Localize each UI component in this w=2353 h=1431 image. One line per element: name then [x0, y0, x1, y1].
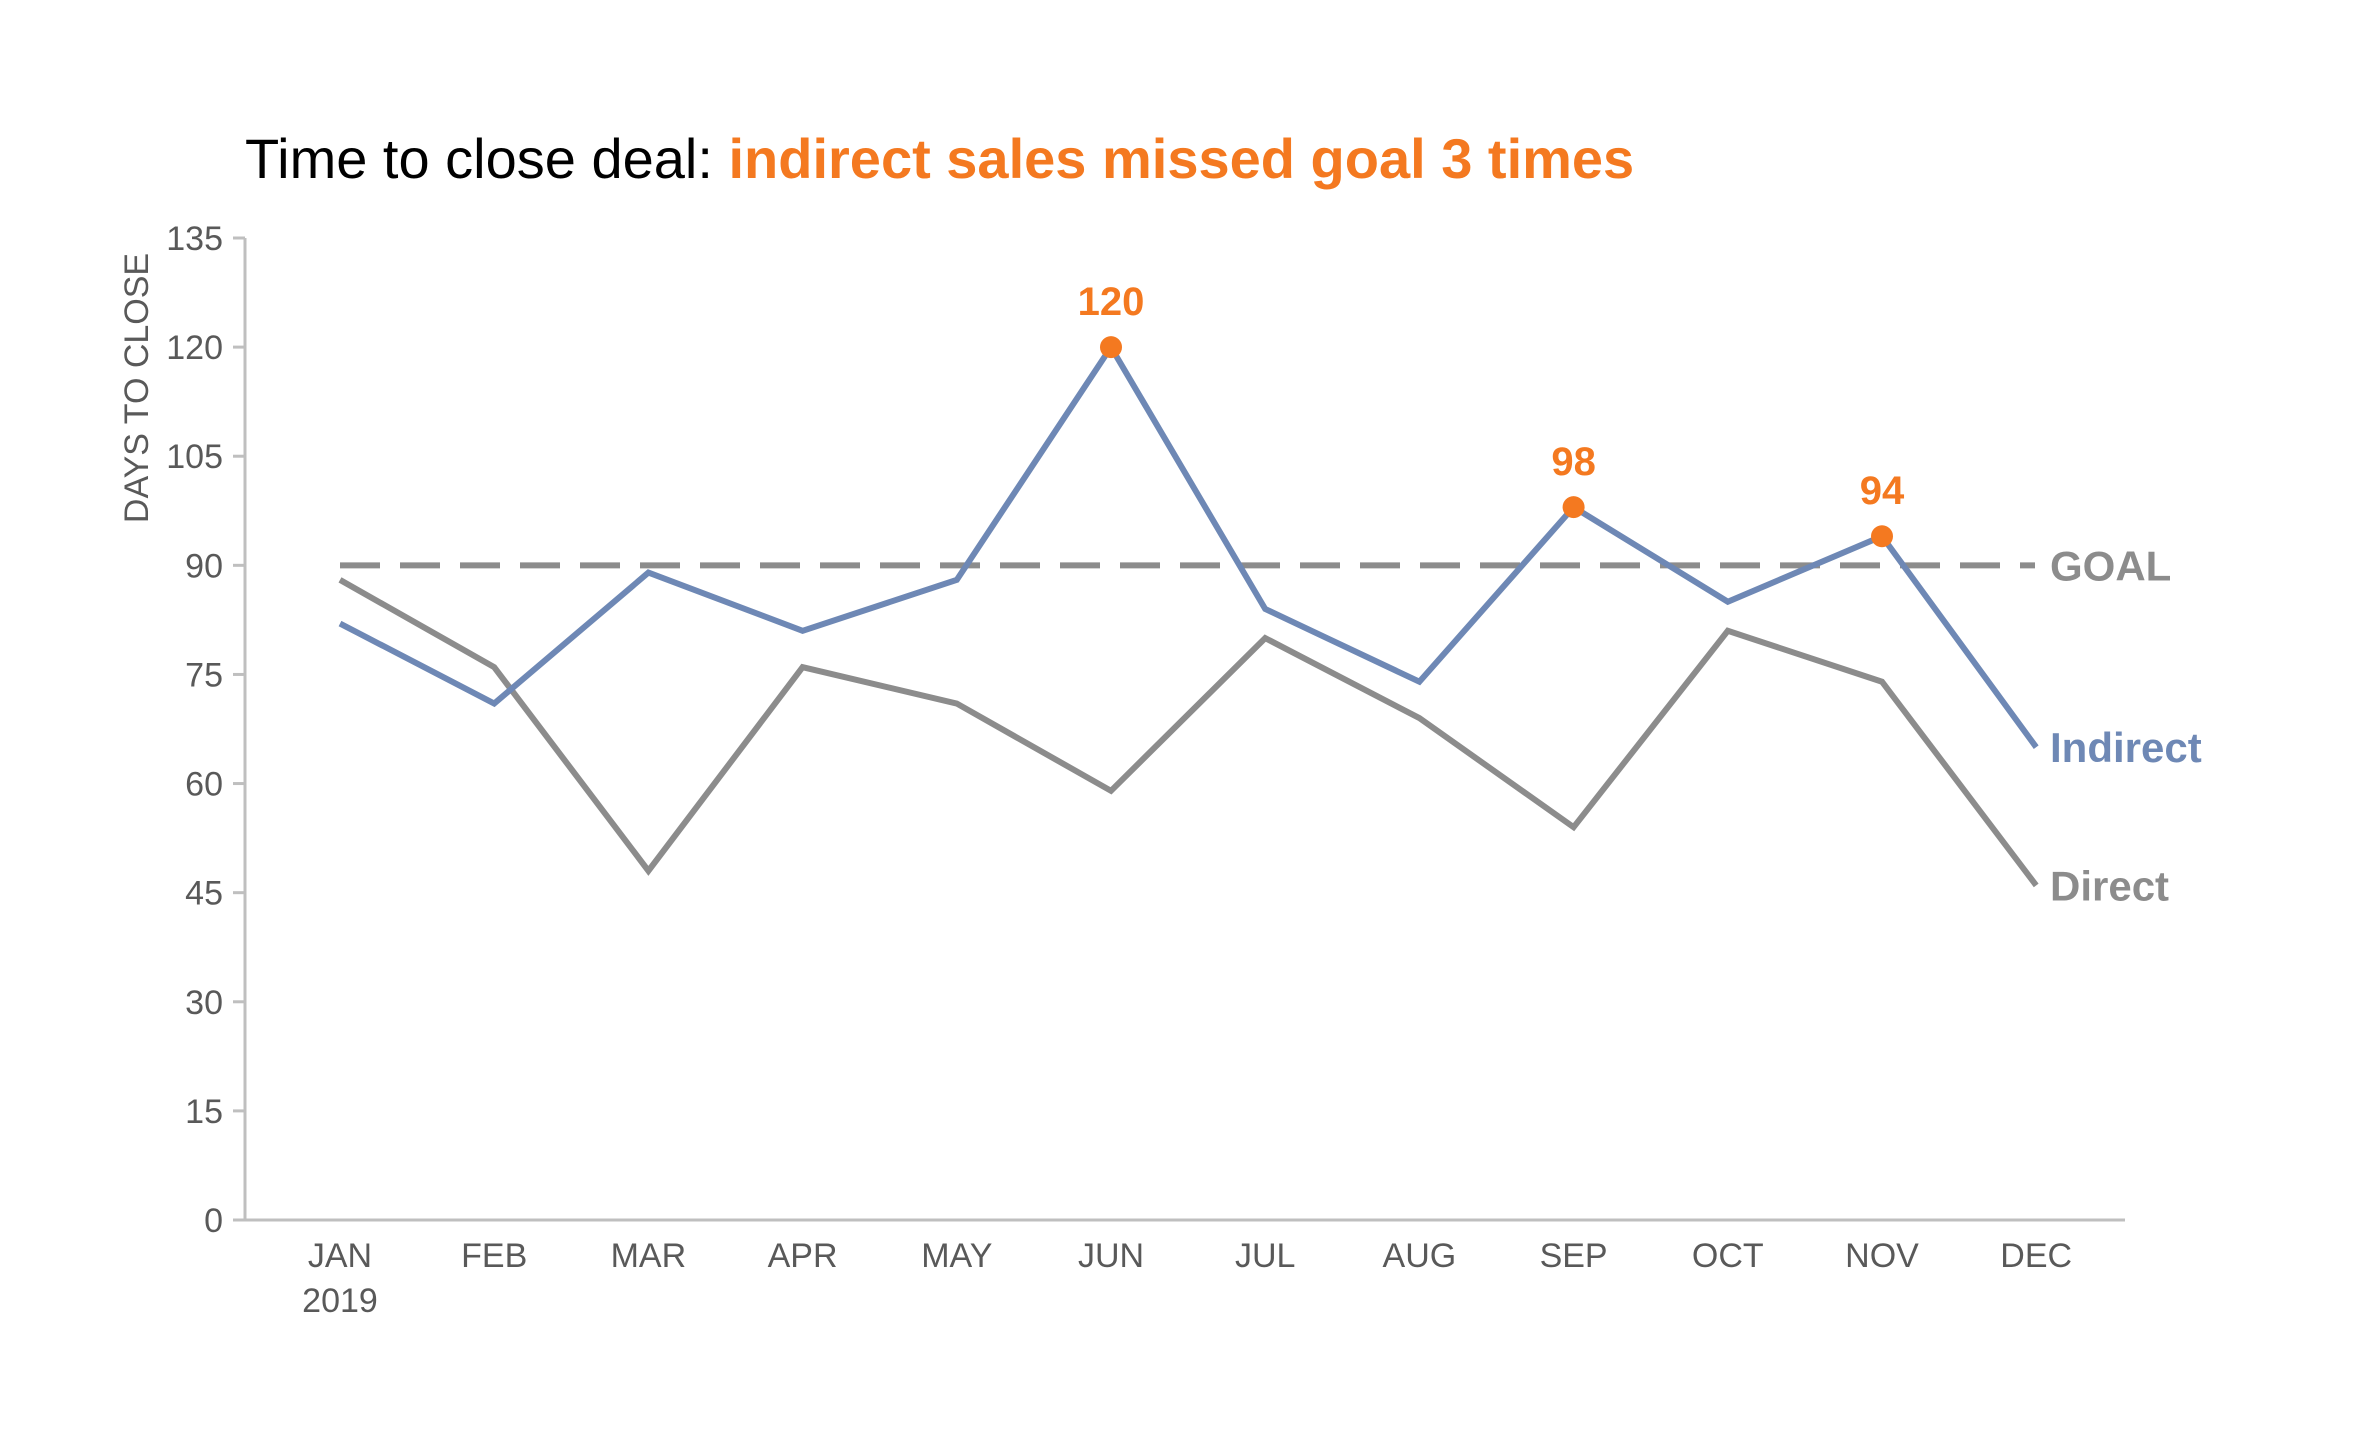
y-tick-label: 120 — [166, 329, 223, 367]
x-tick-label: MAR — [611, 1237, 687, 1275]
y-tick-label: 90 — [185, 547, 223, 585]
series-line-indirect — [338, 341, 2039, 749]
x-tick-label: JUN — [1078, 1237, 1144, 1275]
chart-title-prefix: Time to close deal: — [245, 127, 728, 190]
highlight-point — [1871, 525, 1893, 548]
goal-layer: GOAL — [340, 542, 2171, 589]
y-tick-label: 15 — [185, 1093, 223, 1131]
goal-label: GOAL — [2050, 542, 2171, 589]
y-tick-label: 75 — [185, 656, 223, 694]
highlight-point — [1100, 336, 1122, 359]
y-tick-label: 60 — [185, 766, 223, 804]
x-tick-label: APR — [768, 1237, 838, 1275]
chart-title-highlight: indirect sales missed goal 3 times — [728, 127, 1634, 190]
x-tick-label: AUG — [1383, 1237, 1457, 1275]
x-tick-label: JUL — [1235, 1237, 1295, 1275]
x-year-label: 2019 — [302, 1282, 378, 1320]
axes: 0 15 30 45 60 75 90 105 120 135 JAN FEB MAR APR MAY JUN… — [166, 220, 2125, 1320]
labels-layer: Direct Indirect 120 98 94 — [1078, 280, 2202, 909]
highlight-data-label: 94 — [1860, 469, 1905, 513]
y-tick-label: 30 — [185, 984, 223, 1022]
y-tick-label: 135 — [166, 220, 223, 258]
x-tick-label: FEB — [461, 1237, 527, 1275]
x-tick-label: DEC — [2000, 1237, 2072, 1275]
series-label-direct: Direct — [2050, 862, 2169, 909]
highlight-point — [1562, 496, 1585, 519]
series-layer — [338, 341, 2039, 888]
highlight-data-label: 98 — [1551, 440, 1596, 484]
chart-title: Time to close deal: indirect sales misse… — [245, 127, 1634, 190]
x-tick-label: OCT — [1692, 1237, 1764, 1275]
y-tick-label: 105 — [166, 438, 223, 476]
series-line-direct — [338, 577, 2039, 888]
highlight-data-label: 120 — [1078, 280, 1145, 324]
y-axis-title: DAYS TO CLOSE — [118, 253, 156, 523]
x-tick-label: JAN — [308, 1237, 372, 1275]
series-label-indirect: Indirect — [2050, 724, 2202, 771]
y-tick-label: 0 — [204, 1202, 223, 1240]
y-tick-label: 45 — [185, 875, 223, 913]
x-tick-label: NOV — [1845, 1237, 1919, 1275]
x-tick-label: MAY — [921, 1237, 992, 1275]
x-tick-label: SEP — [1540, 1237, 1608, 1275]
